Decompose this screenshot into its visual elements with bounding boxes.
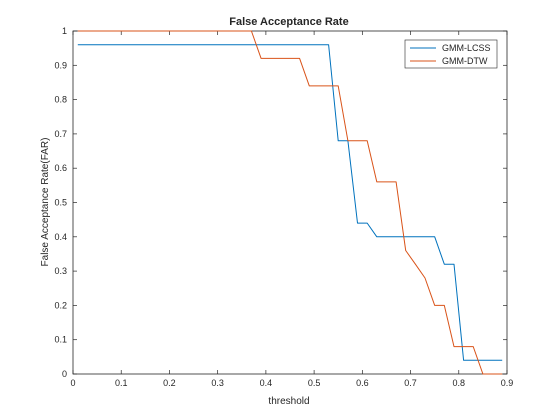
x-tick-label: 0.8 (453, 378, 466, 388)
y-tick-label: 0.6 (54, 163, 67, 173)
x-tick-label: 0.6 (356, 378, 369, 388)
plot-area (72, 30, 508, 375)
x-tick-label: 0.4 (260, 378, 273, 388)
x-tick-label: 0.7 (404, 378, 417, 388)
plot-lines (77, 30, 503, 375)
y-tick-label: 1 (62, 26, 67, 36)
legend: GMM-LCSS GMM-DTW (404, 39, 498, 69)
x-tick-label: 0.3 (211, 378, 224, 388)
x-tick-label: 0.9 (501, 378, 514, 388)
x-axis-label: threshold (268, 396, 309, 407)
y-tick-label: 0 (62, 369, 67, 379)
legend-box (404, 39, 498, 69)
series-line-gmm-dtw (77, 30, 503, 375)
x-tick-label: 0.1 (115, 378, 128, 388)
chart-title: False Acceptance Rate (229, 16, 348, 28)
series-line-gmm-lcss (77, 44, 503, 361)
y-tick-label: 0.9 (54, 60, 67, 70)
y-tick-label: 0.4 (54, 232, 67, 242)
y-tick-label: 0.8 (54, 95, 67, 105)
y-axis: 0 0.1 0.2 0.3 0.4 0.5 0.6 0.7 0.8 0.9 1 (54, 26, 507, 379)
legend-label-gmm-dtw: GMM-DTW (442, 56, 488, 66)
x-axis: 0 0.1 0.2 0.3 0.4 0.5 0.6 0.7 0.8 0.9 (70, 31, 513, 388)
y-tick-label: 0.1 (54, 335, 67, 345)
x-tick-label: 0.2 (163, 378, 176, 388)
x-tick-label: 0 (70, 378, 75, 388)
y-tick-label: 0.5 (54, 198, 67, 208)
legend-label-gmm-lcss: GMM-LCSS (442, 43, 491, 53)
x-tick-label: 0.5 (308, 378, 321, 388)
y-tick-label: 0.7 (54, 129, 67, 139)
y-tick-label: 0.2 (54, 300, 67, 310)
y-axis-label: False Acceptance Rate(FAR) (40, 138, 51, 267)
y-tick-label: 0.3 (54, 266, 67, 276)
